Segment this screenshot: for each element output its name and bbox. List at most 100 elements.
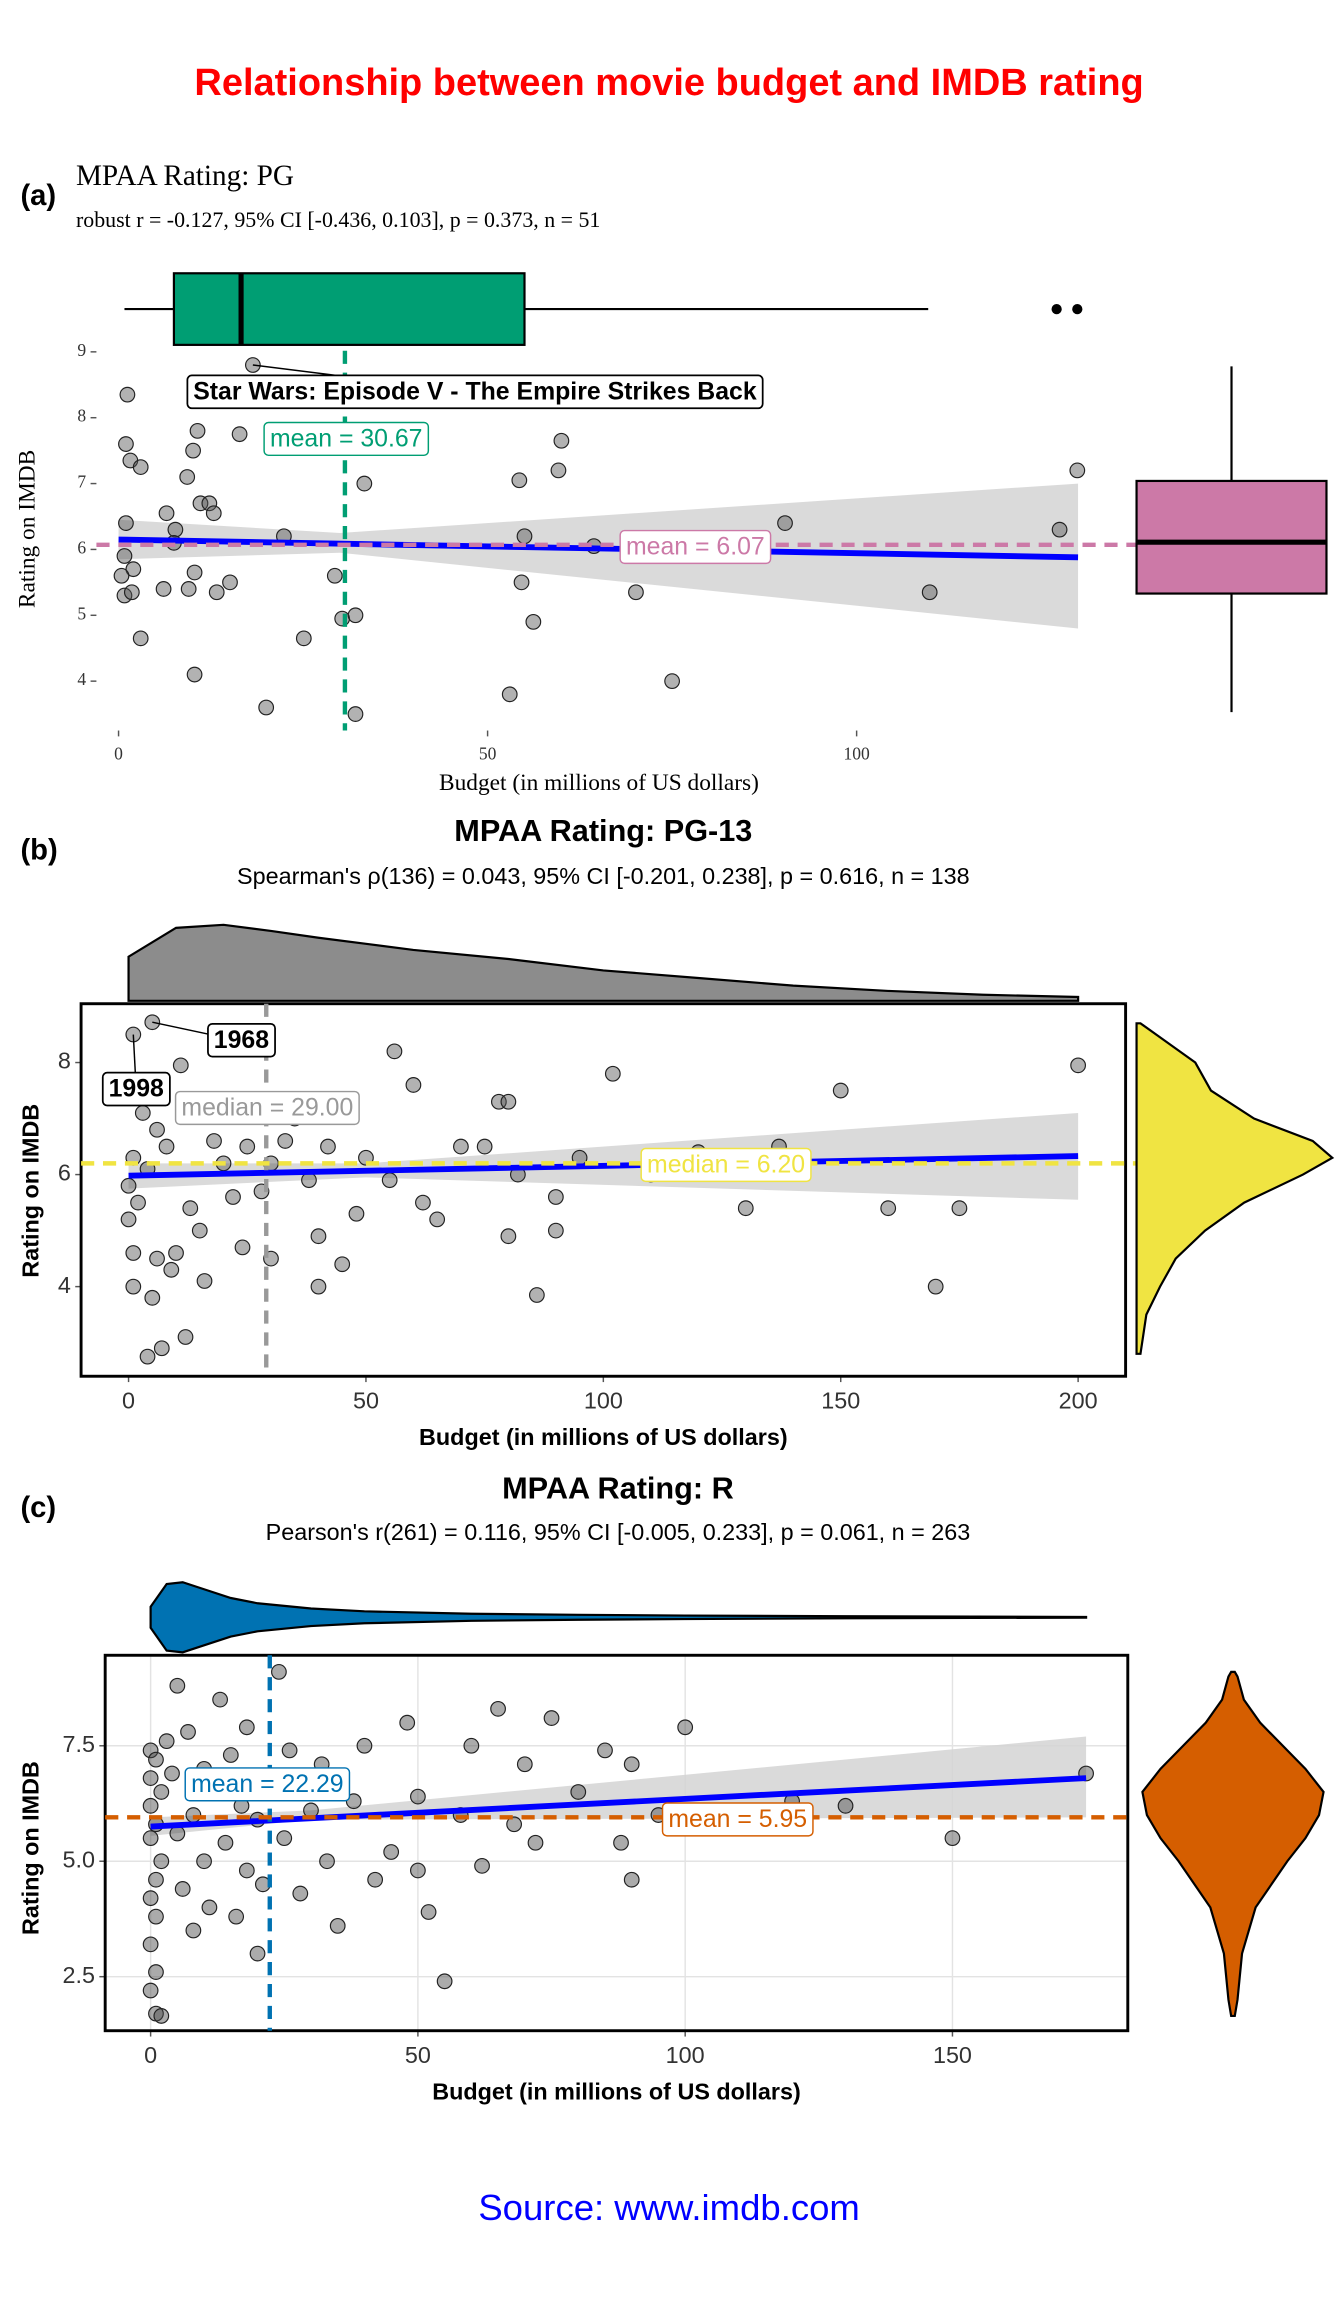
data-point — [528, 1287, 545, 1303]
x-tick-label: 0 — [144, 2042, 157, 2068]
confidence-band — [150, 1736, 1087, 1836]
data-point — [148, 1871, 164, 1888]
main-title: Relationship between movie budget and IM… — [194, 62, 1143, 104]
data-point — [310, 1278, 327, 1295]
data-point — [134, 1105, 151, 1121]
data-point — [386, 1043, 403, 1060]
y-tick-label: 4 — [77, 669, 86, 689]
data-point — [453, 1138, 469, 1155]
data-point — [326, 567, 343, 584]
label-box — [207, 1022, 276, 1058]
data-point — [292, 1885, 309, 1902]
data-point — [148, 1751, 164, 1768]
y-tick-label: 5 — [77, 603, 86, 623]
data-point — [142, 1890, 159, 1907]
data-point — [399, 1714, 416, 1731]
data-point — [238, 1719, 255, 1736]
data-point — [125, 561, 142, 578]
panel-title: MPAA Rating: R — [502, 1471, 734, 1505]
data-point — [410, 1788, 426, 1805]
data-point — [125, 1278, 142, 1295]
x-center-label: mean = 30.67 — [270, 425, 423, 452]
data-point — [225, 1189, 241, 1205]
data-point — [169, 1825, 186, 1842]
x-tick-label: 150 — [933, 2042, 972, 2068]
data-point — [158, 1733, 175, 1750]
data-point — [525, 613, 542, 630]
data-point — [295, 630, 312, 647]
annotation-label: 1998 — [109, 1076, 164, 1103]
data-point — [832, 1082, 849, 1099]
data-point — [179, 469, 196, 485]
x-tick-label: 150 — [821, 1388, 860, 1414]
x-axis-title: Budget (in millions of US dollars) — [419, 1424, 788, 1450]
y-tick-label: 7 — [77, 472, 86, 492]
data-point — [1069, 462, 1086, 479]
box — [172, 272, 526, 346]
data-point — [1051, 521, 1068, 538]
data-point — [1070, 1057, 1087, 1074]
label-box — [174, 1090, 360, 1126]
data-point — [777, 515, 793, 531]
data-point — [208, 584, 225, 601]
data-point — [239, 1138, 256, 1155]
y-center-label: mean = 6.07 — [626, 533, 765, 560]
data-point — [501, 686, 518, 703]
data-point — [174, 1881, 191, 1897]
data-point — [180, 1724, 196, 1740]
data-point — [125, 1245, 142, 1261]
data-point — [189, 422, 206, 439]
data-point — [597, 1742, 613, 1759]
violin-marginal — [149, 1581, 1088, 1654]
data-point — [951, 1200, 968, 1217]
data-point — [201, 495, 218, 512]
data-point — [132, 459, 149, 475]
data-point — [191, 1222, 208, 1239]
data-point — [168, 1245, 184, 1261]
data-point — [921, 584, 938, 601]
data-point — [212, 1691, 229, 1708]
x-tick-label: 50 — [405, 2042, 431, 2068]
data-point — [238, 1862, 255, 1879]
data-point — [506, 1816, 523, 1833]
data-point — [334, 610, 351, 627]
box — [1135, 479, 1328, 595]
panel-tag: (b) — [20, 835, 57, 867]
data-point — [527, 1834, 544, 1851]
annotation-label: Star Wars: Episode V - The Empire Strike… — [193, 378, 757, 405]
y-tick-label: 6 — [58, 1160, 71, 1186]
data-point — [476, 1138, 493, 1155]
data-point — [249, 1945, 266, 1962]
data-point — [118, 436, 134, 452]
data-point — [116, 548, 133, 564]
data-point — [664, 673, 680, 690]
data-point — [234, 1239, 251, 1256]
data-point — [132, 630, 149, 647]
data-point — [148, 1964, 164, 1980]
data-point — [737, 1200, 754, 1217]
data-point — [228, 1908, 245, 1925]
data-point — [142, 1797, 159, 1814]
x-tick-label: 200 — [1059, 1388, 1098, 1414]
data-point — [436, 1973, 453, 1990]
data-point — [415, 1194, 431, 1211]
fit-line — [128, 1153, 1079, 1179]
data-point — [320, 1138, 336, 1155]
x-tick-label: 100 — [584, 1388, 623, 1414]
data-point — [420, 1904, 437, 1920]
data-point — [381, 1172, 398, 1189]
data-point — [120, 1211, 137, 1228]
x-tick-label: 0 — [122, 1388, 135, 1414]
x-axis-title: Budget (in millions of US dollars) — [432, 2079, 801, 2105]
data-point — [405, 1077, 422, 1093]
y-axis-title: Rating on IMDB — [17, 1761, 43, 1935]
data-point — [513, 574, 530, 591]
data-point — [119, 386, 136, 403]
data-point — [516, 528, 533, 545]
box-outlier — [1072, 303, 1083, 315]
data-point — [367, 1871, 384, 1888]
data-point — [276, 1830, 293, 1847]
panel-border — [103, 1653, 1130, 2033]
data-point — [180, 581, 197, 597]
y-tick-label: 8 — [77, 406, 86, 426]
